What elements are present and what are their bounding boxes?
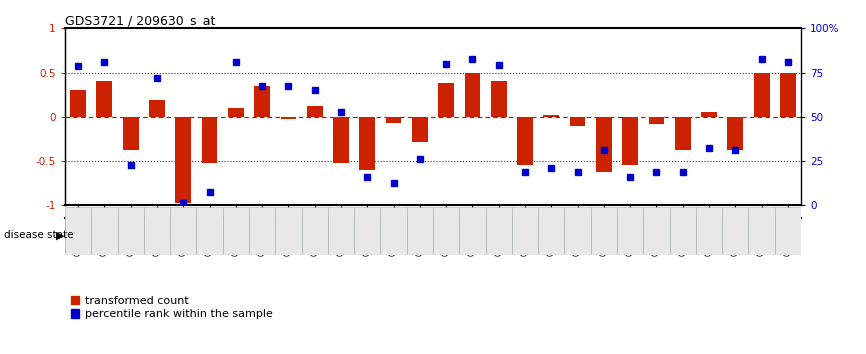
Bar xyxy=(617,207,643,255)
Bar xyxy=(385,117,402,123)
Bar xyxy=(438,83,454,117)
Text: disease state: disease state xyxy=(4,230,74,240)
Bar xyxy=(696,207,722,255)
Bar xyxy=(175,117,191,202)
Bar xyxy=(570,117,585,126)
Bar xyxy=(333,117,349,163)
Bar xyxy=(275,218,801,253)
Bar xyxy=(170,207,197,255)
Bar xyxy=(669,207,696,255)
Text: ▶: ▶ xyxy=(56,230,65,240)
Bar xyxy=(255,86,270,117)
Bar xyxy=(249,207,275,255)
Bar xyxy=(459,207,486,255)
Bar xyxy=(275,207,301,255)
Text: pCR: pCR xyxy=(158,229,183,242)
Bar xyxy=(328,207,354,255)
Bar xyxy=(565,207,591,255)
Bar xyxy=(517,117,533,166)
Bar xyxy=(643,207,669,255)
Bar xyxy=(433,207,459,255)
Bar xyxy=(407,207,433,255)
Bar xyxy=(123,117,139,150)
Bar xyxy=(780,73,796,117)
Bar xyxy=(596,117,611,172)
Bar xyxy=(753,73,770,117)
Bar xyxy=(380,207,407,255)
Bar xyxy=(512,207,538,255)
Bar xyxy=(91,207,118,255)
Bar xyxy=(301,207,328,255)
Bar xyxy=(486,207,512,255)
Bar xyxy=(591,207,617,255)
Bar xyxy=(197,207,223,255)
Bar xyxy=(228,108,243,117)
Text: pPR: pPR xyxy=(526,229,550,242)
Bar xyxy=(65,218,275,253)
Bar xyxy=(464,73,481,117)
Bar xyxy=(727,117,743,150)
Bar xyxy=(96,81,113,117)
Bar xyxy=(70,90,86,117)
Bar xyxy=(538,207,565,255)
Bar xyxy=(223,207,249,255)
Bar xyxy=(675,117,691,150)
Bar xyxy=(544,115,559,117)
Bar xyxy=(775,207,801,255)
Bar xyxy=(281,117,296,119)
Bar xyxy=(202,117,217,163)
Bar xyxy=(722,207,748,255)
Text: GDS3721 / 209630_s_at: GDS3721 / 209630_s_at xyxy=(65,14,216,27)
Bar xyxy=(307,106,322,117)
Bar xyxy=(701,113,717,117)
Bar xyxy=(118,207,144,255)
Bar xyxy=(359,117,375,170)
Legend: transformed count, percentile rank within the sample: transformed count, percentile rank withi… xyxy=(70,296,273,319)
Bar xyxy=(149,100,165,117)
Bar xyxy=(649,117,664,124)
Bar xyxy=(623,117,638,166)
Bar xyxy=(748,207,775,255)
Bar xyxy=(412,117,428,142)
Bar xyxy=(491,81,507,117)
Bar xyxy=(144,207,170,255)
Bar xyxy=(354,207,380,255)
Bar xyxy=(65,207,91,255)
